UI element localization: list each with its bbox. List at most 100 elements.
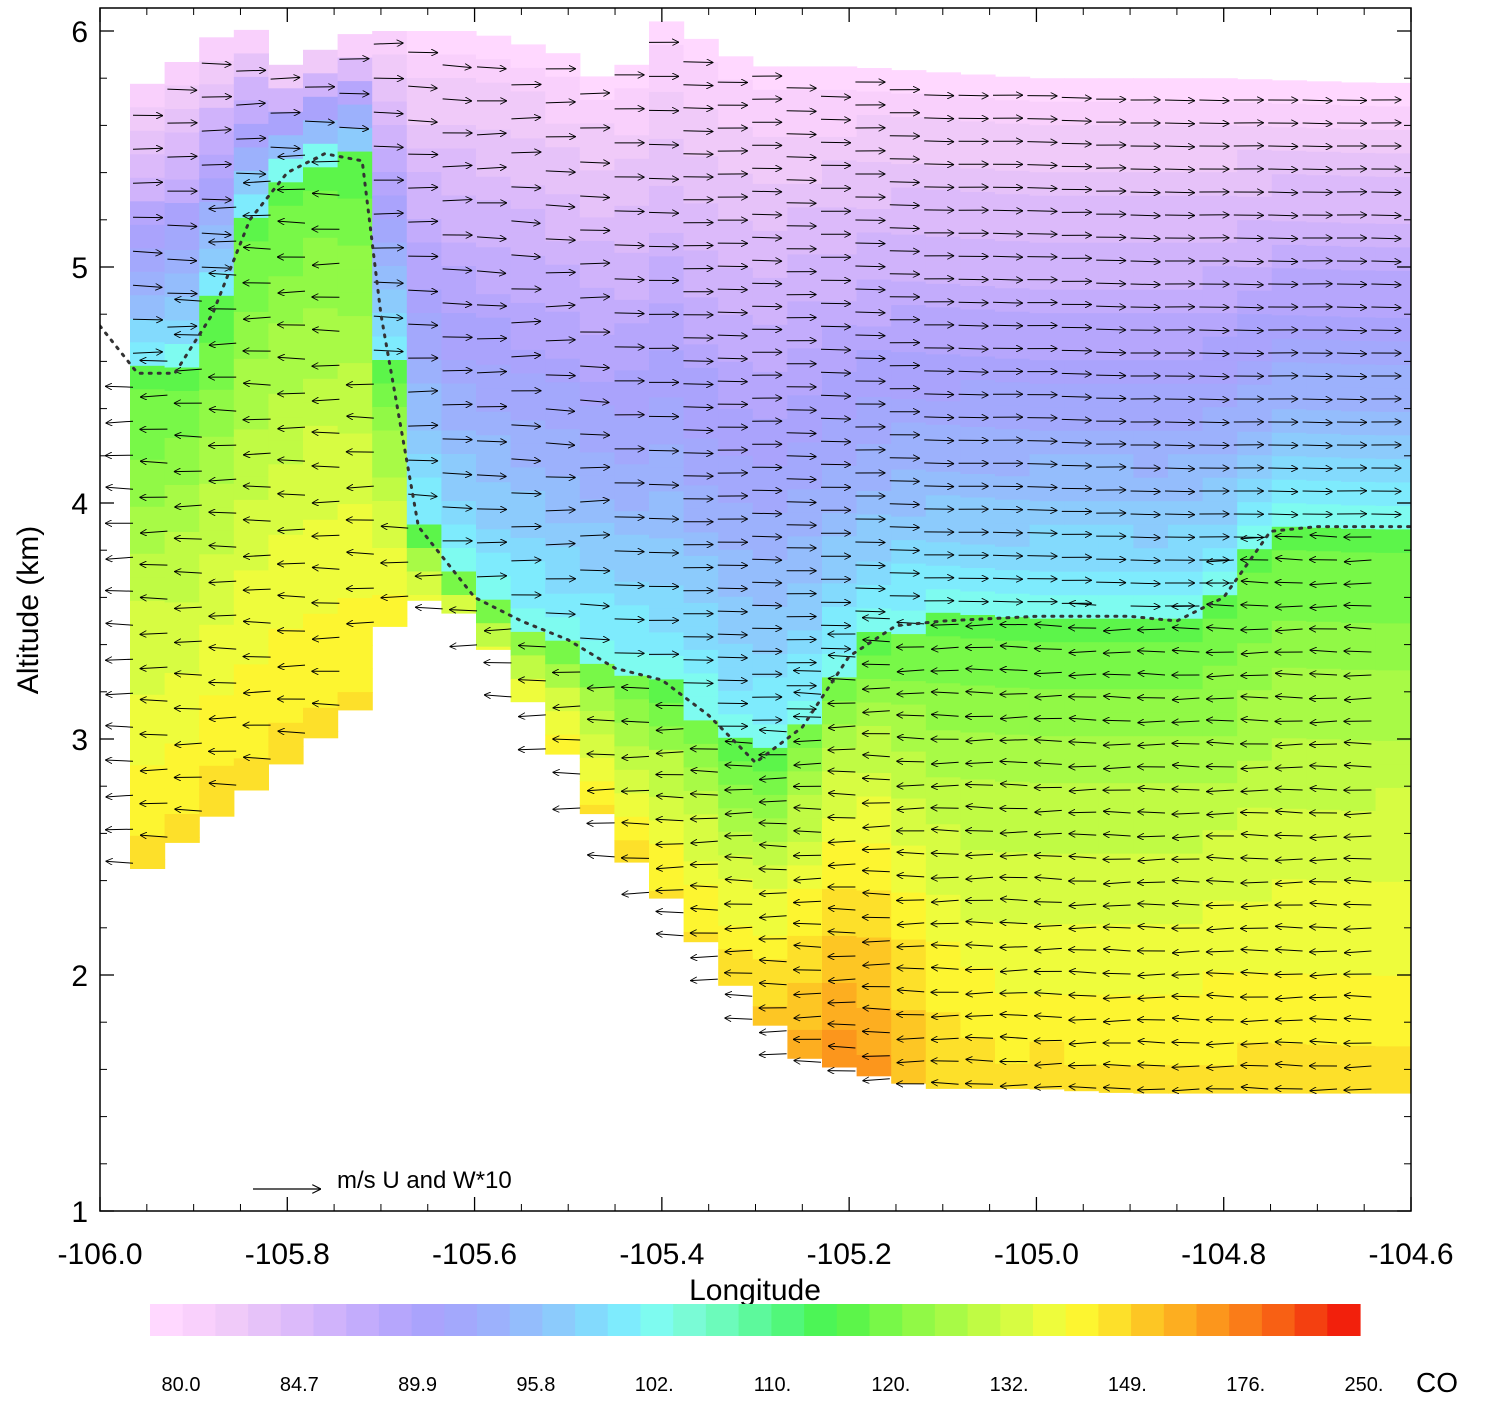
heatmap-cell	[1375, 176, 1411, 201]
heatmap-cell	[614, 605, 650, 630]
heatmap-cell	[441, 501, 477, 526]
heatmap-cell	[406, 242, 442, 267]
heatmap-cell	[233, 123, 269, 148]
heatmap-cell	[1375, 999, 1411, 1024]
heatmap-cell	[856, 420, 892, 445]
wind-vector-arrow	[339, 127, 369, 129]
wind-vector-arrow	[889, 251, 920, 252]
heatmap-cell	[683, 908, 719, 933]
heatmap-cell	[1271, 550, 1307, 575]
wind-vector-arrow	[759, 778, 787, 780]
wind-vector-arrow	[1240, 675, 1269, 676]
heatmap-cell	[960, 779, 996, 804]
heatmap-cell	[856, 467, 892, 492]
heatmap-cell	[1271, 244, 1307, 269]
wind-vector-arrow	[580, 263, 610, 264]
wind-vector-arrow	[924, 417, 954, 418]
wind-vector-arrow	[140, 633, 168, 634]
wind-vector-arrow	[580, 535, 610, 536]
heatmap-cell	[718, 526, 754, 551]
wind-vector-arrow	[580, 400, 609, 403]
heatmap-cell	[718, 667, 754, 692]
heatmap-cell	[787, 747, 823, 772]
heatmap-cell	[510, 537, 546, 562]
colorbar-swatch	[836, 1304, 871, 1336]
heatmap-cell	[1341, 881, 1377, 906]
heatmap-cell	[995, 358, 1031, 383]
wind-vector-arrow	[408, 425, 438, 426]
heatmap-cell	[337, 104, 373, 129]
heatmap-cell	[787, 160, 823, 185]
heatmap-cell	[1168, 383, 1204, 408]
wind-vector-arrow	[545, 375, 576, 376]
colorbar-title: CO	[1416, 1367, 1458, 1398]
heatmap-cell	[995, 123, 1031, 148]
heatmap-cell	[1202, 1088, 1238, 1094]
wind-vector-arrow	[545, 239, 576, 240]
heatmap-cell	[891, 563, 927, 588]
wind-vector-arrow	[243, 657, 271, 658]
heatmap-cell	[960, 1038, 996, 1063]
heatmap-cell	[787, 1006, 823, 1031]
wind-vector-arrow	[580, 230, 610, 231]
wind-vector-arrow	[897, 808, 925, 810]
wind-vector-arrow	[752, 605, 782, 606]
heatmap-cell	[441, 101, 477, 126]
heatmap-cell	[1202, 736, 1238, 761]
wind-vector-arrow	[931, 762, 959, 764]
wind-vector-arrow	[862, 755, 890, 757]
wind-vector-arrow	[209, 207, 237, 209]
heatmap-cell	[1202, 101, 1238, 126]
heatmap-cell	[579, 217, 615, 242]
wind-vector-arrow	[683, 384, 713, 385]
wind-vector-arrow	[1164, 100, 1195, 101]
heatmap-cell	[164, 156, 200, 181]
heatmap-cell	[1168, 783, 1204, 808]
heatmap-cell	[856, 820, 892, 845]
wind-vector-arrow	[958, 417, 989, 418]
heatmap-cell	[614, 840, 650, 863]
wind-vector-arrow	[1206, 652, 1234, 653]
wind-vector-arrow	[167, 259, 197, 261]
heatmap-cell	[1098, 1041, 1134, 1066]
heatmap-cell	[1375, 82, 1411, 107]
heatmap-cell	[545, 711, 581, 736]
wind-vector-arrow	[724, 1018, 753, 1019]
heatmap-cell	[1237, 220, 1273, 245]
wind-vector-arrow	[931, 808, 959, 809]
wind-vector-arrow	[725, 927, 753, 929]
wind-vector-arrow	[106, 795, 134, 797]
wind-vector-arrow	[442, 303, 473, 305]
wind-vector-arrow	[476, 237, 507, 239]
heatmap-cell	[1029, 430, 1065, 455]
heatmap-cell	[822, 301, 858, 326]
heatmap-cell	[1098, 877, 1134, 902]
heatmap-cell	[891, 1080, 927, 1084]
heatmap-cell	[510, 255, 546, 280]
heatmap-cell	[441, 336, 477, 361]
heatmap-cell	[960, 239, 996, 264]
wind-vector-arrow	[656, 911, 684, 912]
heatmap-cell	[1029, 101, 1065, 126]
wind-vector-arrow	[690, 956, 718, 958]
wind-vector-arrow	[896, 946, 925, 947]
wind-vector-arrow	[545, 544, 576, 545]
heatmap-cell	[199, 154, 235, 179]
heatmap-cell	[337, 551, 373, 576]
wind-vector-arrow	[931, 945, 959, 947]
heatmap-cell	[1098, 195, 1134, 220]
wind-vector-arrow	[553, 772, 581, 774]
heatmap-cell	[718, 267, 754, 292]
heatmap-cell	[406, 360, 442, 385]
reference-vector-label: m/s U and W*10	[337, 1167, 512, 1194]
heatmap-cell	[752, 818, 788, 843]
heatmap-cell	[303, 425, 339, 450]
heatmap-cell	[268, 417, 304, 442]
heatmap-cell	[1306, 950, 1342, 975]
heatmap-cell	[1271, 409, 1307, 434]
wind-vector-arrow	[931, 1061, 959, 1062]
colorbar-swatch	[640, 1304, 674, 1336]
heatmap-cell	[1098, 454, 1134, 479]
heatmap-cell	[130, 835, 166, 860]
wind-vector-arrow	[1027, 556, 1057, 557]
